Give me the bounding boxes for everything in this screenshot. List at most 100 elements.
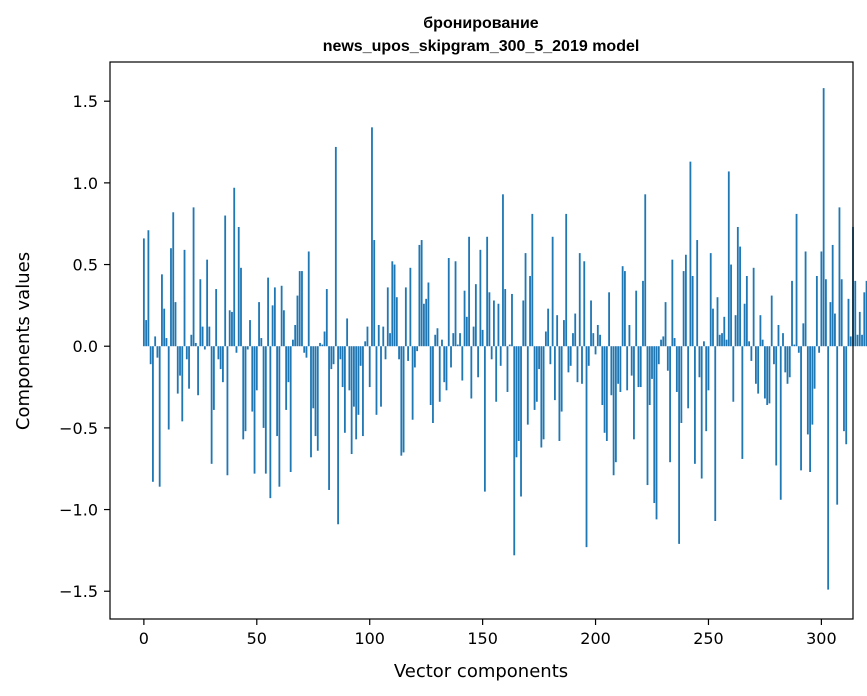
bar <box>188 346 190 389</box>
bar <box>775 346 778 466</box>
chart-subtitle: news_upos_skipgram_300_5_2019 model <box>323 38 640 55</box>
bar <box>630 346 633 376</box>
bar <box>843 346 845 432</box>
bar <box>680 346 683 423</box>
bar <box>522 300 525 347</box>
bar <box>249 320 251 347</box>
bar <box>269 346 272 499</box>
bar <box>436 328 439 347</box>
y-axis: −1.5 −1.0 −0.5 0.0 0.5 1.0 1.5 <box>59 92 110 601</box>
bar <box>371 127 373 347</box>
bar <box>718 334 721 347</box>
bar <box>651 346 653 379</box>
bar <box>594 346 597 355</box>
bar <box>556 315 559 347</box>
bar <box>603 346 606 433</box>
bar <box>253 346 256 474</box>
bar <box>240 267 242 347</box>
bar <box>208 326 211 347</box>
y-tick-label: 0.5 <box>73 256 98 275</box>
bar <box>587 346 590 366</box>
bar <box>389 333 391 347</box>
bar <box>210 346 213 464</box>
bar <box>614 346 617 463</box>
bar <box>456 344 459 347</box>
bar <box>438 346 441 402</box>
bar <box>316 346 319 451</box>
bar <box>461 346 464 381</box>
bar <box>666 346 669 371</box>
bar <box>531 213 534 347</box>
bar <box>224 215 227 347</box>
bar <box>267 277 269 347</box>
bar <box>237 226 240 347</box>
bar <box>452 333 455 347</box>
bar <box>282 310 285 347</box>
bar <box>766 346 769 406</box>
bar <box>673 338 676 347</box>
bar <box>648 346 651 406</box>
bar <box>619 346 622 392</box>
bar <box>838 207 841 347</box>
bar <box>813 346 816 389</box>
bar <box>784 346 787 373</box>
bar <box>468 236 470 347</box>
bar <box>323 331 326 347</box>
y-tick-label: 1.0 <box>73 174 98 193</box>
bar <box>479 249 482 347</box>
bar <box>696 240 699 347</box>
bar <box>795 213 798 347</box>
bar <box>307 251 310 347</box>
bar <box>429 346 432 406</box>
bar <box>346 318 349 347</box>
bar <box>499 346 502 366</box>
x-tick-label: 0 <box>139 629 149 648</box>
bar <box>687 346 690 409</box>
bar <box>610 346 613 396</box>
bar <box>384 346 387 360</box>
bar <box>818 346 821 353</box>
x-axis: 0 50 100 150 200 250 300 <box>139 619 837 648</box>
bar <box>698 346 701 378</box>
bar <box>612 346 615 476</box>
bar <box>353 346 355 407</box>
bar <box>637 346 640 388</box>
bar <box>669 346 671 463</box>
bar <box>834 313 836 347</box>
bar <box>337 346 339 525</box>
bar <box>854 280 857 347</box>
bar <box>459 333 461 347</box>
bar <box>206 259 209 347</box>
bar <box>420 240 423 347</box>
bar <box>644 194 647 347</box>
bar <box>682 271 685 347</box>
plot-frame <box>109 61 854 620</box>
bar <box>292 339 294 347</box>
bar <box>197 346 199 396</box>
y-tick-label: −1.5 <box>59 582 98 601</box>
bar <box>549 346 552 365</box>
bar <box>434 334 437 347</box>
bar <box>174 302 177 347</box>
bar <box>418 244 421 347</box>
bar <box>303 346 306 353</box>
bar <box>355 346 358 440</box>
bar <box>757 346 760 394</box>
bar <box>348 346 351 391</box>
bar <box>350 346 353 455</box>
bar <box>628 324 631 347</box>
bar <box>660 339 662 347</box>
bar <box>513 346 516 556</box>
bar <box>332 346 335 365</box>
bar <box>524 253 527 347</box>
bar <box>736 226 739 347</box>
bar <box>488 292 491 347</box>
bar <box>777 324 780 347</box>
bar <box>301 271 303 347</box>
bar <box>806 346 809 435</box>
bar <box>167 346 170 430</box>
bar <box>142 238 145 347</box>
bar <box>759 315 762 347</box>
bar <box>411 346 414 420</box>
bar <box>278 346 281 487</box>
